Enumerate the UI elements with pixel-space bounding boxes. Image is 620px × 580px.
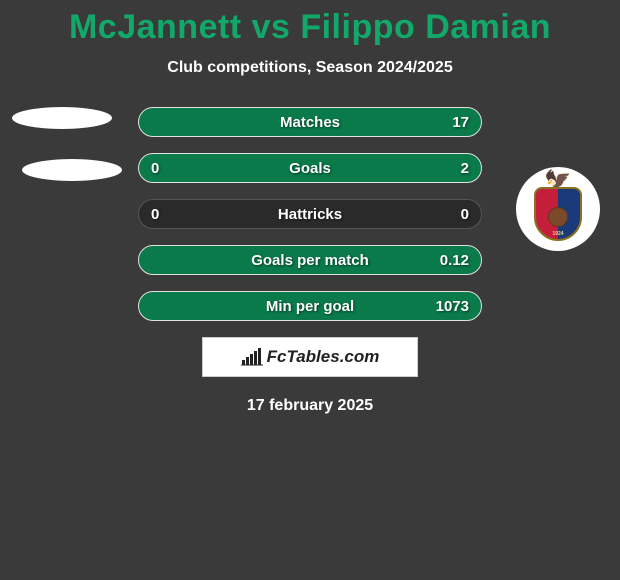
crest-year: 1924 bbox=[536, 231, 580, 237]
stat-right-value: 17 bbox=[452, 114, 469, 131]
club-crest: 🦅 1924 bbox=[530, 177, 586, 241]
stat-left-value: 0 bbox=[151, 160, 159, 177]
stat-row-matches: Matches 17 bbox=[138, 107, 482, 137]
placeholder-oval-2 bbox=[22, 159, 122, 181]
player-right-badge: 🦅 1924 bbox=[516, 167, 600, 251]
stat-right-value: 0.12 bbox=[440, 252, 469, 269]
stat-label: Hattricks bbox=[278, 206, 342, 223]
attribution-text: FcTables.com bbox=[267, 347, 380, 367]
stat-right-value: 2 bbox=[461, 160, 469, 177]
stat-label: Min per goal bbox=[266, 298, 354, 315]
stat-left-value: 0 bbox=[151, 206, 159, 223]
stat-label: Goals bbox=[289, 160, 331, 177]
bar-chart-icon bbox=[241, 348, 263, 366]
stat-row-min-per-goal: Min per goal 1073 bbox=[138, 291, 482, 321]
stat-right-value: 1073 bbox=[436, 298, 469, 315]
comparison-subtitle: Club competitions, Season 2024/2025 bbox=[0, 59, 620, 77]
ball-icon bbox=[548, 207, 568, 227]
attribution-logo-box: FcTables.com bbox=[202, 337, 418, 377]
stat-rows: Matches 17 0 Goals 2 0 Hattricks 0 Goals… bbox=[138, 107, 482, 321]
shield-icon: 1924 bbox=[534, 187, 582, 241]
stat-right-value: 0 bbox=[461, 206, 469, 223]
date-text: 17 february 2025 bbox=[0, 397, 620, 415]
attribution-logo: FcTables.com bbox=[241, 347, 380, 367]
stat-label: Goals per match bbox=[251, 252, 369, 269]
stat-row-hattricks: 0 Hattricks 0 bbox=[138, 199, 482, 229]
comparison-title: McJannett vs Filippo Damian bbox=[0, 0, 620, 47]
stat-row-goals: 0 Goals 2 bbox=[138, 153, 482, 183]
stat-label: Matches bbox=[280, 114, 340, 131]
content-area: 🦅 1924 Matches 17 0 Goals 2 0 Hattricks … bbox=[0, 107, 620, 415]
stat-row-goals-per-match: Goals per match 0.12 bbox=[138, 245, 482, 275]
placeholder-oval-1 bbox=[12, 107, 112, 129]
